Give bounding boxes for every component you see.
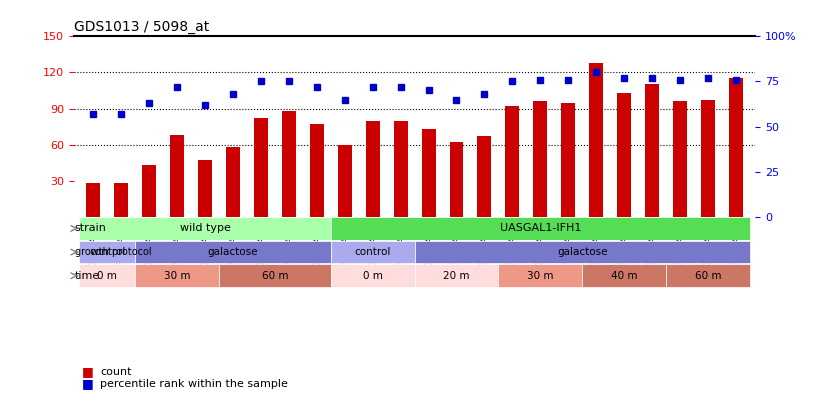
Bar	[498, 264, 582, 287]
Bar	[114, 183, 128, 217]
Text: UASGAL1-IFH1: UASGAL1-IFH1	[500, 224, 581, 233]
Bar	[135, 264, 219, 287]
Text: 0 m: 0 m	[98, 271, 117, 281]
Text: galactose: galactose	[557, 247, 608, 257]
Bar	[365, 121, 379, 217]
Text: growth protocol: growth protocol	[75, 247, 151, 257]
Text: count: count	[100, 367, 131, 377]
Text: time: time	[75, 271, 100, 281]
Text: 30 m: 30 m	[527, 271, 553, 281]
Bar	[86, 183, 100, 217]
Bar	[645, 85, 659, 217]
Bar	[282, 111, 296, 217]
Bar	[673, 101, 687, 217]
Bar	[415, 241, 750, 263]
Bar	[331, 264, 415, 287]
Bar	[478, 136, 492, 217]
Text: strain: strain	[75, 224, 107, 233]
Bar	[80, 217, 331, 240]
Text: control: control	[355, 247, 391, 257]
Bar	[337, 145, 351, 217]
Bar	[562, 102, 576, 217]
Bar	[666, 264, 750, 287]
Bar	[617, 93, 631, 217]
Text: ■: ■	[82, 377, 94, 390]
Text: 40 m: 40 m	[611, 271, 637, 281]
Text: percentile rank within the sample: percentile rank within the sample	[100, 379, 288, 389]
Text: 30 m: 30 m	[164, 271, 190, 281]
Text: 60 m: 60 m	[695, 271, 721, 281]
Bar	[582, 264, 666, 287]
Bar	[226, 147, 240, 217]
Bar	[331, 217, 750, 240]
Text: GDS1013 / 5098_at: GDS1013 / 5098_at	[74, 20, 209, 34]
Bar	[219, 264, 331, 287]
Bar	[393, 121, 407, 217]
Text: 20 m: 20 m	[443, 271, 470, 281]
Bar	[701, 100, 715, 217]
Bar	[198, 160, 212, 217]
Bar	[80, 241, 135, 263]
Bar	[254, 118, 268, 217]
Text: galactose: galactose	[208, 247, 259, 257]
Bar	[422, 129, 436, 217]
Bar	[415, 264, 498, 287]
Text: 0 m: 0 m	[363, 271, 383, 281]
Text: wild type: wild type	[180, 224, 231, 233]
Text: ■: ■	[82, 364, 94, 377]
Bar	[534, 101, 548, 217]
Bar	[450, 142, 464, 217]
Bar	[331, 241, 415, 263]
Text: control: control	[89, 247, 126, 257]
Bar	[506, 106, 520, 217]
Bar	[80, 264, 135, 287]
Bar	[142, 165, 156, 217]
Bar	[170, 135, 184, 217]
Bar	[729, 79, 743, 217]
Bar	[589, 63, 603, 217]
Text: 60 m: 60 m	[262, 271, 288, 281]
Bar	[135, 241, 331, 263]
Bar	[310, 124, 323, 217]
